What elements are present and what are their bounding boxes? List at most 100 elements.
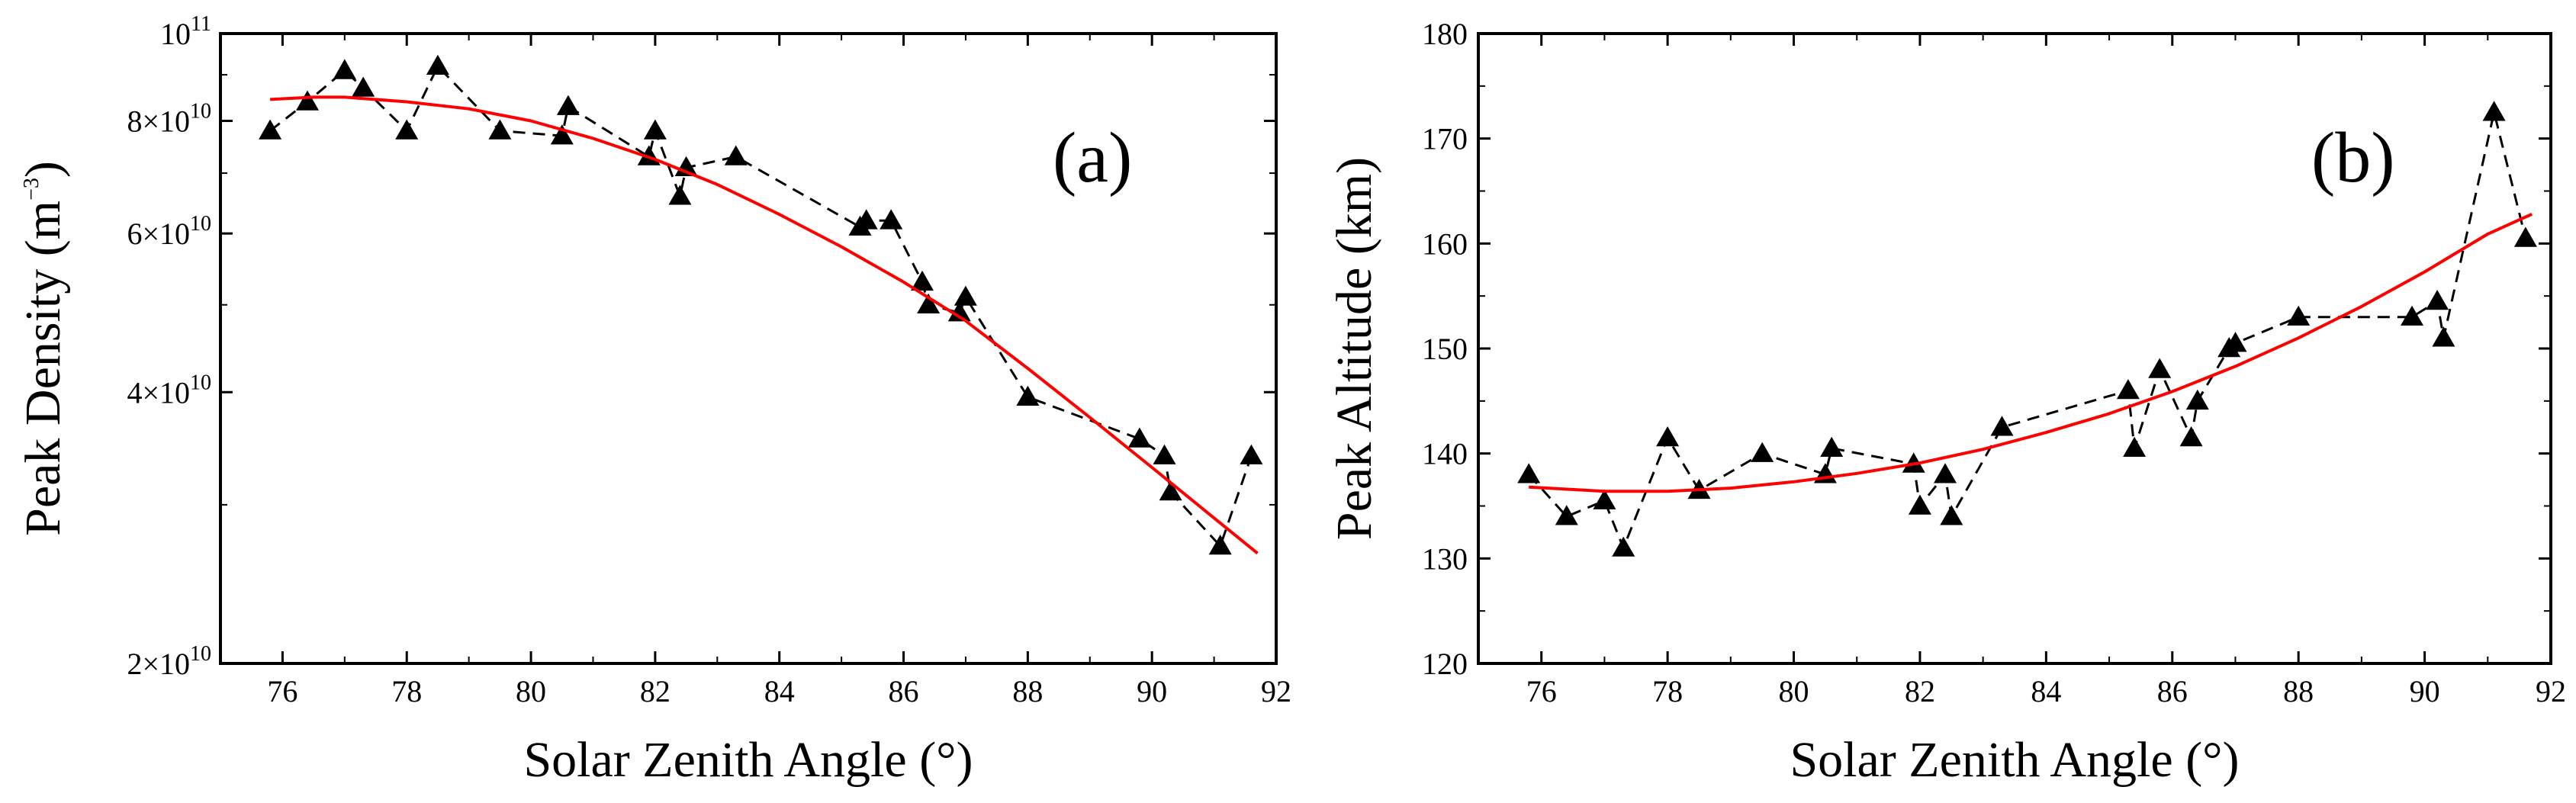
observation-triangle-point	[1159, 480, 1182, 501]
panel-a-plot-area	[259, 54, 1263, 555]
x-tick-label: 84	[2031, 674, 2061, 708]
observation-triangle-point	[550, 124, 574, 145]
observation-triangle-point	[1593, 489, 1616, 509]
observation-triangle-point	[1990, 416, 2014, 436]
x-tick-label: 92	[1261, 674, 1291, 708]
y-tick-label: 130	[1422, 541, 1468, 576]
observation-triangle-point	[1612, 536, 1635, 557]
panel-a-x-ticks: 76 78 80 82 84 86 88 90 92	[220, 34, 1291, 708]
observation-triangle-point	[333, 59, 356, 79]
fit-curve	[1529, 212, 2533, 493]
panel-a-y-axis-title: Peak Density (m−3)	[15, 161, 71, 536]
observation-triangle-point	[556, 95, 580, 115]
x-tick-label: 76	[267, 674, 297, 708]
y-tick-label: 160	[1422, 226, 1468, 261]
observation-triangle-point	[917, 293, 941, 313]
panel-b-x-axis-title: Solar Zenith Angle (°)	[1790, 732, 2239, 788]
panel-a-y-axis-title-main: Peak Density (m	[15, 201, 71, 536]
x-tick-label: 90	[2410, 674, 2440, 708]
observation-triangle-point	[2148, 358, 2172, 378]
y-tick-label: 150	[1422, 332, 1468, 366]
fit-curve	[269, 95, 1259, 555]
observation-triangle-point	[1820, 436, 1844, 457]
observation-triangle-point	[2179, 426, 2203, 447]
observation-triangle-point	[2513, 226, 2537, 247]
x-tick-label: 78	[391, 674, 422, 708]
panel-a-x-axis-title: Solar Zenith Angle (°)	[523, 732, 973, 788]
x-tick-label: 92	[2536, 674, 2566, 708]
x-tick-label: 78	[1652, 674, 1683, 708]
observation-triangle-point	[259, 119, 282, 140]
x-tick-label: 82	[1905, 674, 1935, 708]
observation-triangle-point	[1240, 444, 1263, 464]
observation-triangle-point	[724, 145, 748, 165]
x-tick-label: 88	[1012, 674, 1043, 708]
observation-triangle-point	[395, 119, 419, 140]
observation-triangle-point	[2123, 436, 2147, 457]
observation-triangle-point	[668, 185, 692, 205]
observation-triangle-point	[2185, 389, 2209, 410]
panel-b-plot-area	[1517, 101, 2537, 557]
y-tick-label: 4×1010	[127, 371, 211, 410]
panel-a-label: (a)	[1053, 118, 1132, 198]
observation-triangle-point	[296, 90, 319, 111]
observation-triangle-point	[1517, 463, 1541, 483]
observation-triangle-point	[1153, 444, 1176, 464]
observation-triangle-point	[2287, 305, 2311, 326]
x-tick-label: 88	[2283, 674, 2314, 708]
panel-b-x-ticks: 76 78 80 82 84 86 88 90 92	[1478, 34, 2566, 708]
panel-b-label: (b)	[2311, 118, 2395, 198]
x-tick-label: 84	[764, 674, 795, 708]
observation-dashed-line	[269, 64, 1253, 548]
observation-triangle-point	[2426, 290, 2449, 310]
x-tick-label: 76	[1526, 674, 1557, 708]
panel-b-y-ticks: 120 130 140 150 160 170 180	[1422, 17, 2551, 681]
observation-triangle-point	[947, 301, 971, 322]
y-tick-label: 170	[1422, 122, 1468, 156]
observation-triangle-point	[880, 209, 903, 230]
observation-triangle-point	[2116, 379, 2140, 400]
panel-a-y-axis-title-exp: −3	[20, 178, 43, 201]
panel-b: 76 78 80 82 84 86 88 90 92 120 130 140 150 160 170 180…	[1327, 17, 2566, 788]
panel-a: 76 78 80 82 84 86 88 90 92 2×1010 4×1010 6×1010 8×1…	[15, 12, 1291, 788]
observation-triangle-point	[643, 119, 667, 140]
panel-a-y-axis-title-close: )	[15, 161, 71, 178]
observation-triangle-point	[426, 54, 449, 75]
x-tick-label: 86	[889, 674, 919, 708]
observation-triangle-point	[352, 76, 375, 97]
y-tick-label: 8×1010	[127, 100, 211, 139]
observation-triangle-point	[1751, 442, 1774, 462]
observation-triangle-point	[488, 119, 512, 140]
panel-a-plot-frame	[219, 32, 1278, 665]
observation-triangle-point	[911, 270, 934, 291]
panel-a-y-ticks: 2×1010 4×1010 6×1010 8×1010 1011	[127, 12, 1276, 681]
observation-triangle-point	[1940, 505, 1963, 525]
y-tick-label: 6×1010	[127, 212, 211, 251]
y-tick-label: 120	[1422, 647, 1468, 681]
observation-triangle-point	[1016, 385, 1040, 406]
observation-triangle-point	[1908, 494, 1931, 515]
x-tick-label: 80	[516, 674, 546, 708]
y-tick-label: 1011	[160, 12, 211, 51]
observation-triangle-point	[1934, 463, 1957, 483]
observation-triangle-point	[1555, 505, 1578, 525]
y-tick-label: 2×1010	[127, 642, 211, 681]
observation-triangle-point	[2401, 305, 2423, 326]
observation-triangle-point	[854, 209, 878, 230]
x-tick-label: 80	[1779, 674, 1809, 708]
observation-triangle-point	[2432, 326, 2455, 347]
x-tick-label: 82	[640, 674, 671, 708]
panel-b-y-axis-title: Peak Altitude (km)	[1327, 157, 1382, 540]
y-tick-label: 140	[1422, 437, 1468, 471]
x-tick-label: 90	[1137, 674, 1167, 708]
observation-triangle-point	[954, 285, 977, 306]
observation-triangle-point	[2224, 332, 2247, 352]
x-tick-label: 86	[2157, 674, 2188, 708]
observation-triangle-point	[2482, 101, 2506, 121]
y-tick-label: 180	[1422, 17, 1468, 51]
observation-triangle-point	[1656, 426, 1680, 447]
observation-triangle-point	[1208, 535, 1232, 555]
observation-triangle-point	[1127, 427, 1151, 448]
